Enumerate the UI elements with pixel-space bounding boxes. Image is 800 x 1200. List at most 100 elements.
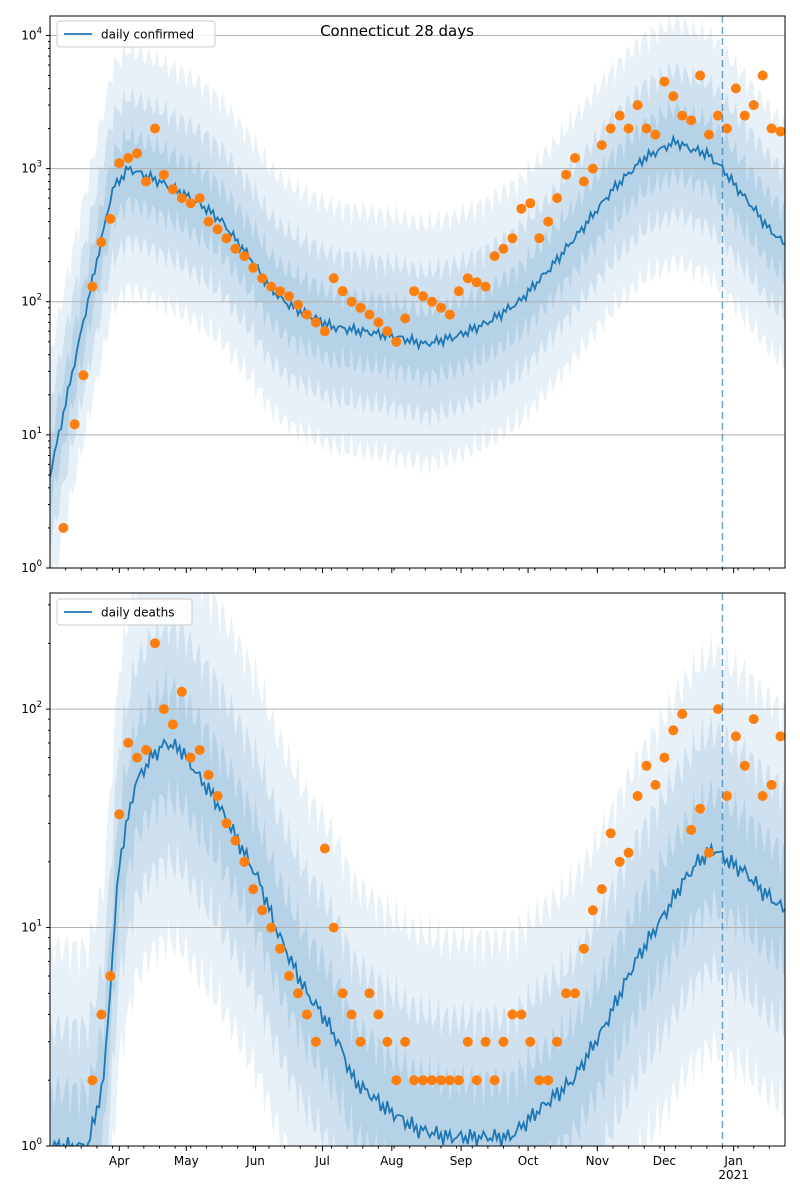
top-data-point (704, 129, 714, 140)
top-ytick-label-4: 104 (21, 26, 42, 42)
top-data-point (212, 224, 223, 235)
top-data-point (346, 296, 357, 307)
bottom-data-point (596, 884, 607, 895)
top-data-point (275, 286, 286, 297)
bottom-data-point (516, 1009, 527, 1020)
top-data-point (123, 153, 134, 163)
bottom-data-point (632, 791, 643, 801)
top-data-point (668, 91, 679, 102)
top-data-point (543, 216, 554, 227)
bottom-xtick-label-9: Jan (723, 1154, 743, 1168)
top-data-point (659, 76, 670, 87)
top-data-point (614, 110, 625, 121)
top-data-point (444, 309, 455, 320)
top-data-point (739, 110, 750, 121)
bottom-data-point (498, 1036, 509, 1047)
top-data-point (713, 110, 723, 121)
top-data-point (114, 158, 125, 169)
bottom-data-point (167, 719, 178, 730)
bottom-axes-frame (49, 592, 786, 1147)
top-data-point (570, 153, 580, 163)
top-ytick-label-2: 102 (21, 293, 42, 309)
bottom-data-point (212, 791, 223, 801)
top-data-point (221, 233, 232, 244)
bottom-legend: daily deaths (56, 598, 193, 626)
bottom-data-point (400, 1036, 411, 1047)
bottom-data-point (721, 791, 732, 801)
top-data-point (489, 251, 500, 262)
top-data-point (427, 296, 437, 307)
bottom-data-point (525, 1036, 536, 1047)
top-data-point (284, 291, 294, 302)
bottom-data-point (203, 769, 214, 780)
top-data-point (552, 193, 563, 204)
top-data-point (436, 302, 446, 313)
bottom-data-point (176, 686, 187, 697)
bottom-data-point (507, 1009, 518, 1020)
bottom-data-point (284, 971, 294, 981)
top-data-point (105, 213, 116, 224)
bottom-data-point (132, 752, 143, 763)
bottom-data-point (766, 779, 777, 790)
top-data-point (605, 123, 616, 134)
top-data-point (310, 317, 321, 328)
bottom-data-point (444, 1075, 455, 1086)
bottom-data-point (471, 1075, 482, 1086)
bottom-data-point (453, 1075, 464, 1086)
bottom-data-point (713, 704, 723, 715)
top-data-point (623, 123, 634, 134)
bottom-data-point (614, 856, 625, 867)
top-data-point (391, 336, 402, 347)
bottom-data-point (391, 1075, 402, 1086)
top-data-point (578, 176, 589, 187)
bottom-data-point (570, 988, 580, 999)
top-data-point (96, 237, 107, 248)
top-data-point (230, 243, 241, 254)
bottom-xtick-label-8: Dec (653, 1154, 676, 1168)
top-data-point (498, 243, 509, 254)
bottom-data-point (757, 791, 768, 801)
bottom-data-point (462, 1036, 473, 1047)
top-data-point (775, 126, 785, 137)
bottom-data-point (739, 760, 750, 771)
bottom-plot-content (50, 593, 785, 1146)
top-plot-content (50, 16, 785, 568)
top-data-point (721, 123, 732, 134)
top-data-point (650, 129, 661, 140)
top-data-point (203, 216, 214, 227)
top-data-point (400, 313, 411, 324)
bottom-panel: 100 101 102 Apr May Jun Jul Aug Sep Oct Nov Dec Jan2… (21, 592, 786, 1182)
top-data-point (757, 70, 768, 81)
top-data-point (418, 291, 429, 302)
top-axes-frame (49, 15, 786, 569)
bottom-data-point (221, 818, 232, 829)
top-data-point (248, 262, 259, 273)
bottom-xtick-label-3: Jul (314, 1154, 329, 1168)
bottom-data-point (346, 1009, 357, 1020)
bottom-data-point (775, 731, 785, 742)
top-data-point (257, 273, 268, 284)
top-data-point (328, 273, 339, 284)
top-data-point (373, 317, 384, 328)
bottom-data-point (158, 704, 169, 715)
top-legend: daily confirmed (56, 20, 216, 48)
bottom-data-point (587, 905, 598, 916)
bottom-data-point (87, 1075, 98, 1086)
top-data-point (534, 233, 545, 244)
bottom-xtick-label-4: Aug (380, 1154, 403, 1168)
bottom-data-point (534, 1075, 545, 1086)
bottom-legend-label: daily deaths (101, 606, 174, 620)
bottom-uncertainty-band-0 (50, 593, 785, 1146)
top-data-point (686, 115, 697, 126)
top-data-point (409, 286, 420, 297)
top-data-point (525, 198, 536, 209)
bottom-data-point (436, 1075, 446, 1086)
bottom-ytick-label-1: 101 (21, 919, 42, 935)
bottom-data-point (623, 847, 634, 858)
top-data-point (677, 110, 688, 121)
bottom-median-line (52, 738, 785, 1146)
bottom-data-point (355, 1036, 366, 1047)
top-panel: 100 101 102 103 104 daily confirmed Connecti… (21, 15, 786, 575)
bottom-data-point (382, 1036, 393, 1047)
bottom-xtick-label-7: Nov (586, 1154, 609, 1168)
